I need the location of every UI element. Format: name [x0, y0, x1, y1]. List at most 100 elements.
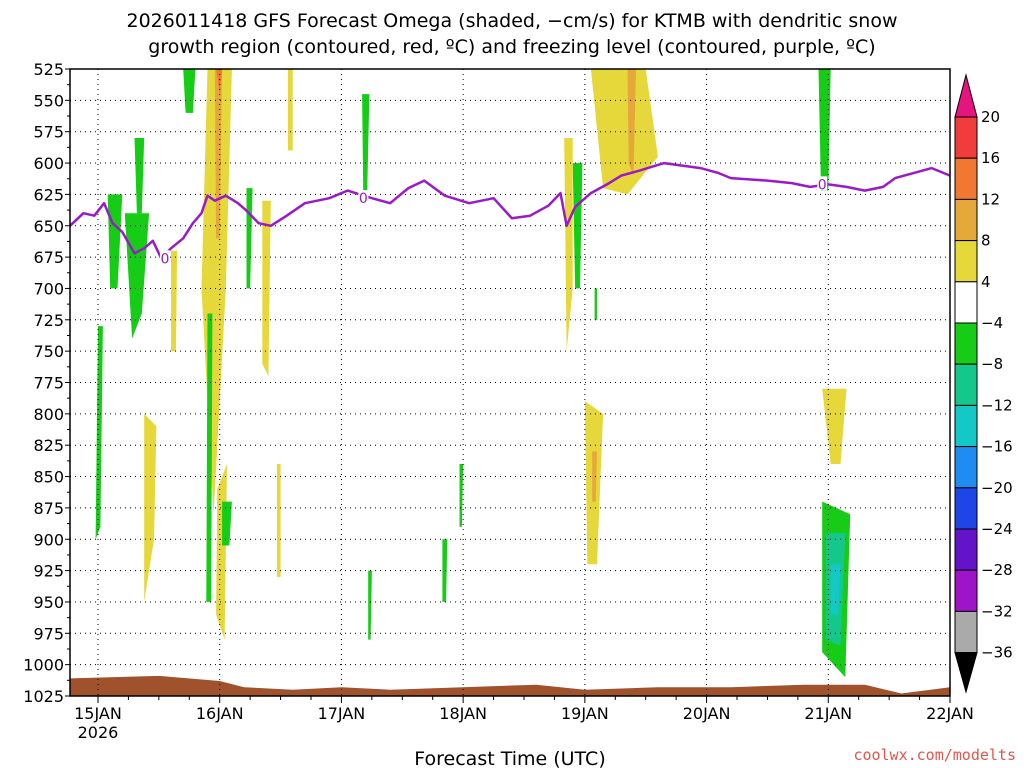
freezing-label-bg-1 — [358, 190, 369, 205]
x-year-label: 2026 — [78, 723, 119, 742]
omega-region-7 — [107, 194, 123, 289]
colorbar-swatch-2 — [954, 198, 978, 242]
colorbar-swatch-0 — [954, 116, 978, 159]
omega-region-11 — [206, 313, 213, 602]
colorbar-label-0: 20 — [981, 108, 1000, 126]
colorbar-top-arrow — [954, 73, 978, 118]
colorbar-swatch-11 — [954, 569, 978, 612]
grid-lines — [70, 68, 951, 697]
chart-title: 2026011418 GFS Forecast Omega (shaded, −… — [126, 10, 897, 32]
freezing-contour-label-2: 0 — [818, 177, 827, 193]
y-tick-label-725: 725 — [33, 311, 64, 330]
y-tick-label-1025: 1025 — [23, 687, 64, 706]
colorbar-label-8: −16 — [981, 438, 1013, 456]
y-tick-label-900: 900 — [33, 530, 64, 549]
y-axis: 525 550 575 600 625 650 675 700 725 750 775 800 825 8… — [23, 60, 70, 706]
y-tick-label-875: 875 — [33, 499, 64, 518]
colorbar-label-11: −28 — [981, 561, 1013, 579]
y-tick-label-600: 600 — [33, 154, 64, 173]
y-tick-label-650: 650 — [33, 217, 64, 236]
omega-region-32 — [830, 564, 841, 615]
freezing-contour-label-1: 0 — [359, 191, 368, 207]
colorbar-swatch-9 — [954, 487, 978, 530]
omega-region-15 — [459, 464, 464, 527]
omega-region-18 — [818, 69, 831, 191]
colorbar-swatch-6 — [954, 363, 978, 406]
x-tick-label-16JAN: 16JAN — [196, 704, 244, 723]
y-tick-label-825: 825 — [33, 436, 64, 455]
y-tick-label-675: 675 — [33, 248, 64, 267]
omega-region-27 — [276, 464, 281, 577]
y-tick-label-800: 800 — [33, 405, 64, 424]
y-tick-label-625: 625 — [33, 185, 64, 204]
omega-region-3 — [216, 69, 223, 95]
y-tick-label-700: 700 — [33, 279, 64, 298]
omega-region-12 — [362, 94, 370, 201]
omega-region-19 — [590, 69, 658, 195]
freezing-level-contour: 0 0 0 — [69, 161, 951, 267]
omega-region-10 — [246, 188, 253, 289]
terrain-polygon — [70, 675, 950, 696]
colorbar-label-9: −20 — [981, 479, 1013, 497]
omega-region-17 — [594, 288, 597, 320]
colorbar-bottom-arrow — [954, 652, 978, 694]
omega-region-9 — [222, 501, 232, 546]
omega-region-2 — [214, 69, 223, 239]
x-axis: 15JAN 16JAN 17JAN 18JAN 19JAN 20JAN 21JAN 22JAN — [74, 696, 974, 723]
x-axis-label: Forecast Time (UTC) — [414, 748, 605, 768]
omega-shading — [95, 69, 851, 678]
omega-region-25 — [171, 250, 178, 352]
omega-region-4 — [183, 69, 196, 113]
omega-region-20 — [627, 69, 636, 176]
omega-region-1 — [216, 464, 227, 640]
colorbar-swatch-1 — [954, 157, 978, 200]
colorbar-legend: 20 16 12 8 4 −4 −8 −12 −16 −20 −24 −28 −32 −36 — [954, 73, 1013, 694]
y-tick-label-1000: 1000 — [23, 656, 64, 675]
y-tick-label-850: 850 — [33, 468, 64, 487]
colorbar-swatch-5 — [954, 322, 978, 365]
colorbar-label-7: −12 — [981, 396, 1013, 414]
omega-region-13 — [368, 570, 372, 640]
freezing-level-line — [69, 161, 951, 260]
omega-region-23 — [592, 451, 597, 502]
omega-region-14 — [442, 539, 448, 602]
y-tick-label-525: 525 — [33, 60, 64, 79]
colorbar-swatch-3 — [954, 240, 978, 283]
x-tick-label-15JAN: 15JAN — [74, 704, 122, 723]
terrain-fill — [70, 675, 950, 696]
omega-region-29 — [822, 388, 847, 464]
freezing-label-bg-0 — [159, 250, 170, 265]
colorbar-label-10: −24 — [981, 520, 1013, 538]
y-tick-label-925: 925 — [33, 562, 64, 581]
colorbar-swatch-12 — [954, 610, 978, 654]
y-tick-label-575: 575 — [33, 123, 64, 142]
y-tick-label-950: 950 — [33, 593, 64, 612]
x-tick-label-20JAN: 20JAN — [683, 704, 731, 723]
x-tick-label-21JAN: 21JAN — [804, 704, 852, 723]
colorbar-label-2: 12 — [981, 190, 1000, 208]
chart-title-line2: growth region (contoured, red, ºC) and f… — [148, 36, 875, 58]
colorbar-label-1: 16 — [981, 149, 1000, 167]
freezing-label-bg-2 — [817, 176, 828, 191]
colorbar-label-3: 8 — [981, 232, 991, 250]
y-tick-label-750: 750 — [33, 342, 64, 361]
colorbar-swatch-4 — [954, 281, 978, 324]
colorbar-swatch-8 — [954, 446, 978, 489]
colorbar-swatch-7 — [954, 404, 978, 448]
colorbar-label-13: −36 — [981, 644, 1013, 662]
colorbar-label-6: −8 — [981, 355, 1003, 373]
colorbar-label-5: −4 — [981, 314, 1003, 332]
y-tick-label-975: 975 — [33, 624, 64, 643]
omega-region-5 — [134, 138, 145, 214]
x-tick-label-22JAN: 22JAN — [926, 704, 974, 723]
omega-region-8 — [95, 326, 103, 540]
x-tick-label-19JAN: 19JAN — [561, 704, 609, 723]
site-credit: coolwx.com/modelts — [853, 746, 1016, 764]
omega-region-21 — [564, 138, 573, 352]
omega-region-26 — [262, 200, 271, 377]
x-tick-label-18JAN: 18JAN — [439, 704, 487, 723]
colorbar-label-4: 4 — [981, 273, 991, 291]
omega-region-28 — [287, 69, 293, 151]
freezing-contour-label-0: 0 — [160, 251, 169, 267]
